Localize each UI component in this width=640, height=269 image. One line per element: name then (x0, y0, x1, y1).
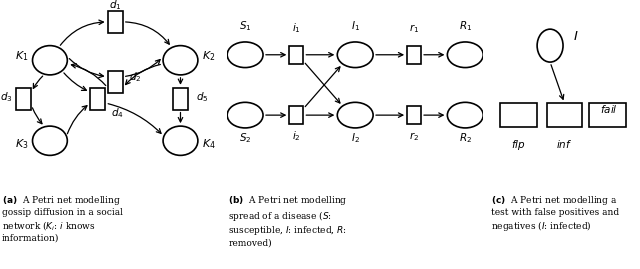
Text: $d_3$: $d_3$ (0, 90, 13, 104)
Text: $d_5$: $d_5$ (196, 90, 209, 104)
Text: $r_1$: $r_1$ (409, 22, 419, 35)
Bar (407, 46, 421, 64)
Text: $I_2$: $I_2$ (351, 131, 360, 144)
Bar (589, 103, 627, 127)
Bar (173, 88, 188, 110)
Bar (500, 103, 537, 127)
Text: $r_2$: $r_2$ (409, 130, 419, 143)
Text: $R_2$: $R_2$ (459, 131, 472, 144)
Text: $K_1$: $K_1$ (15, 50, 28, 63)
Bar (289, 46, 303, 64)
Text: $R_1$: $R_1$ (459, 19, 472, 33)
Text: $K_3$: $K_3$ (15, 137, 28, 151)
Text: $S_1$: $S_1$ (239, 19, 252, 33)
Bar (407, 106, 421, 124)
Bar (16, 88, 31, 110)
Text: $\mathbf{(c)}$  A Petri net modelling a
test with false positives and
negatives : $\mathbf{(c)}$ A Petri net modelling a t… (491, 194, 619, 233)
Bar (108, 71, 123, 93)
Text: $\mathbf{(b)}$  A Petri net modelling
spread of a disease ($S$:
susceptible, $I$: $\mathbf{(b)}$ A Petri net modelling spr… (228, 194, 348, 248)
Bar (108, 11, 123, 33)
Text: $d_4$: $d_4$ (111, 107, 124, 120)
Text: $I$: $I$ (573, 30, 579, 43)
Text: $I_1$: $I_1$ (351, 19, 360, 33)
Text: $S_2$: $S_2$ (239, 131, 252, 144)
Text: $d_1$: $d_1$ (109, 0, 122, 12)
Bar (547, 103, 582, 127)
Text: $K_4$: $K_4$ (202, 137, 216, 151)
Text: $\mathbf{(a)}$  A Petri net modelling
gossip diffusion in a social
network ($K_i: $\mathbf{(a)}$ A Petri net modelling gos… (2, 194, 123, 242)
Text: $\mathit{fail}$: $\mathit{fail}$ (600, 103, 618, 115)
Text: $\mathit{inf}$: $\mathit{inf}$ (556, 138, 573, 150)
Text: $i_2$: $i_2$ (292, 129, 301, 143)
Text: $d_2$: $d_2$ (129, 70, 141, 84)
Text: $i_1$: $i_1$ (292, 21, 301, 35)
Bar (289, 106, 303, 124)
Bar (90, 88, 106, 110)
Text: $\mathit{flp}$: $\mathit{flp}$ (511, 138, 525, 152)
Text: $K_2$: $K_2$ (202, 50, 216, 63)
